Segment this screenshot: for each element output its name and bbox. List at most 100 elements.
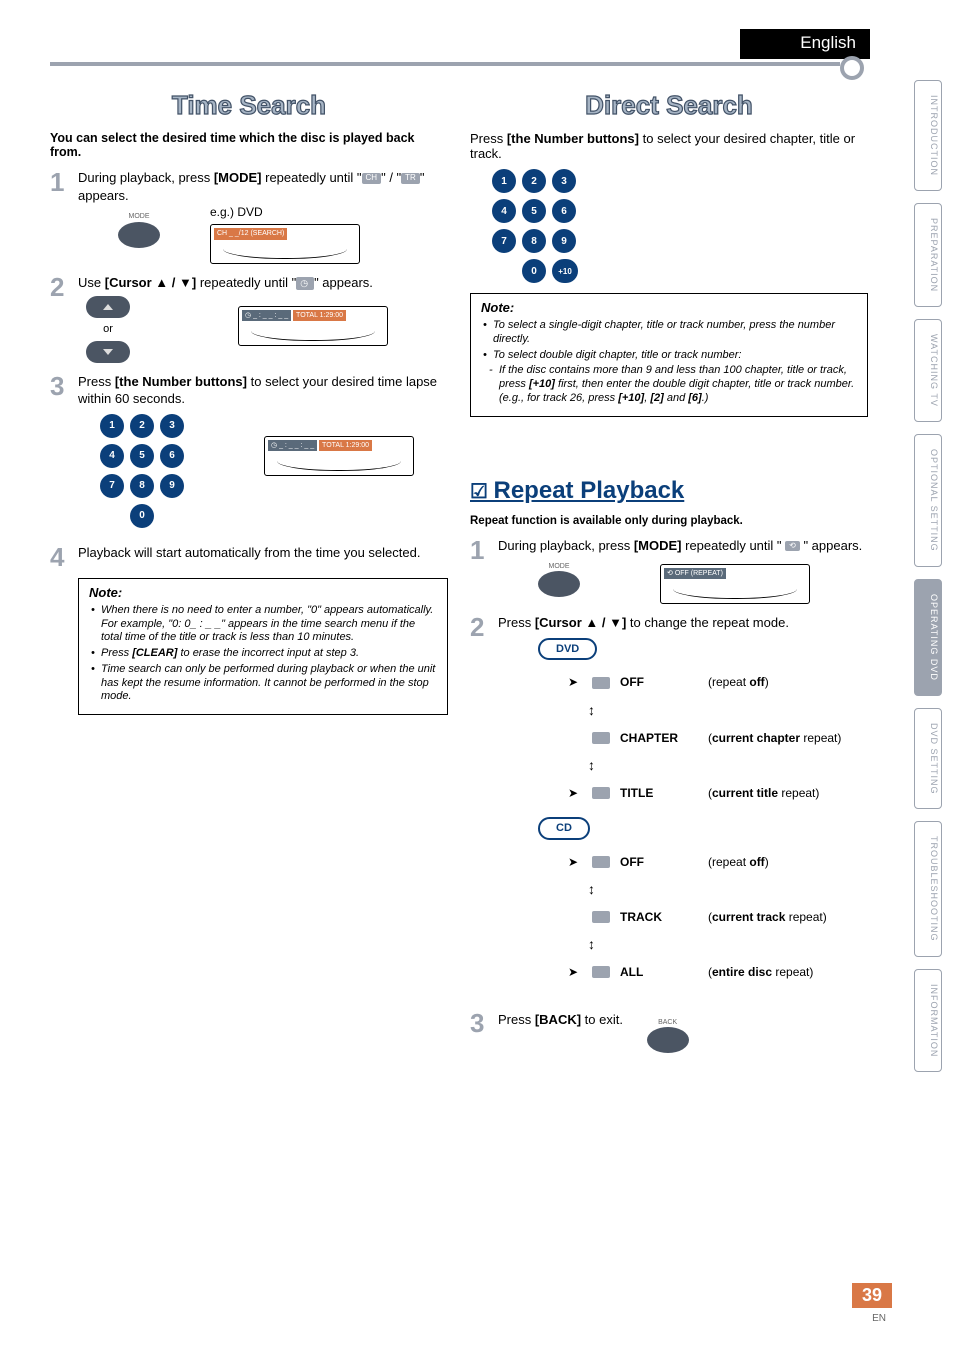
cursor-down-icon (86, 341, 130, 363)
step-text: During playback, press [MODE] repeatedly… (78, 170, 424, 203)
key-3: 3 (552, 169, 576, 193)
dvd-repeat-modes: ➤ OFF (repeat off) ↕ CHAPTER (current ch… (568, 674, 868, 800)
back-button-illustration: BACK (647, 1018, 689, 1053)
key-2: 2 (522, 169, 546, 193)
repeat-mode: OFF (620, 674, 698, 690)
repeat-icon (592, 677, 610, 689)
step-number: 3 (50, 373, 70, 538)
note-example: (e.g., for track 26, press [+10], [2] an… (499, 392, 708, 404)
osd-display-1: CH _ _/12 (SEARCH) (210, 224, 360, 264)
tab-troubleshooting[interactable]: TROUBLESHOOTING (914, 821, 942, 957)
step-text: Press [the Number buttons] to select you… (78, 374, 437, 407)
key-5: 5 (130, 444, 154, 468)
repeat-desc: (current track repeat) (708, 909, 827, 925)
direct-search-title: Direct Search (470, 90, 868, 121)
repeat-row: ➤ OFF (repeat off) (568, 674, 868, 690)
step-text: Press [BACK] to exit. (498, 1012, 623, 1027)
number-keypad: 1 2 3 4 5 6 7 8 9 0 +10 (492, 169, 868, 283)
note-item: Time search can only be performed during… (89, 663, 437, 704)
repeat-step-1: 1 During playback, press [MODE] repeated… (470, 537, 868, 609)
osd-total: TOTAL 1:29:00 (319, 440, 372, 451)
repeat-step-3: 3 Press [BACK] to exit. BACK (470, 1010, 868, 1061)
tab-information[interactable]: INFORMATION (914, 969, 942, 1072)
note-item: Press [CLEAR] to erase the incorrect inp… (89, 647, 437, 661)
repeat-row: ➤ OFF (repeat off) (568, 854, 868, 870)
key-4: 4 (100, 444, 124, 468)
back-label: BACK (647, 1018, 689, 1027)
repeat-desc: (current title repeat) (708, 785, 819, 801)
side-tabs: INTRODUCTION PREPARATION WATCHING TV OPT… (914, 80, 942, 1072)
key-7: 7 (100, 474, 124, 498)
key-9: 9 (160, 474, 184, 498)
osd-repeat: ⟲ OFF (REPEAT) (660, 564, 810, 604)
tab-introduction[interactable]: INTRODUCTION (914, 80, 942, 191)
note-title: Note: (89, 585, 437, 600)
time-search-intro: You can select the desired time which th… (50, 131, 448, 159)
repeat-icon (592, 787, 610, 799)
step-2: 2 Use [Cursor ▲ / ▼] repeatedly until ""… (50, 274, 448, 366)
key-3: 3 (160, 414, 184, 438)
step-number: 1 (470, 537, 490, 609)
note-item: When there is no need to enter a number,… (89, 604, 437, 645)
repeat-row: TRACK (current track repeat) (568, 909, 868, 925)
time-search-note: Note: When there is no need to enter a n… (78, 578, 448, 715)
tab-optional-setting[interactable]: OPTIONAL SETTING (914, 434, 942, 567)
header: English (0, 20, 870, 68)
step-text: Playback will start automatically from t… (78, 544, 448, 570)
time-search-section: Time Search You can select the desired t… (50, 90, 448, 715)
repeat-desc: (current chapter repeat) (708, 730, 841, 746)
note-item: To select double digit chapter, title or… (481, 349, 857, 363)
tab-operating-dvd[interactable]: OPERATING DVD (914, 579, 942, 696)
repeat-mode: TITLE (620, 785, 698, 801)
key-6: 6 (160, 444, 184, 468)
note-item: To select a single-digit chapter, title … (481, 319, 857, 347)
repeat-desc: (repeat off) (708, 854, 769, 870)
repeat-mode: OFF (620, 854, 698, 870)
repeat-row: ➤ ALL (entire disc repeat) (568, 964, 868, 980)
tab-watching-tv[interactable]: WATCHING TV (914, 319, 942, 422)
page-lang: EN (872, 1313, 886, 1324)
cd-pill: CD (538, 817, 590, 840)
repeat-step-2: 2 Press [Cursor ▲ / ▼] to change the rep… (470, 614, 868, 990)
language-label: English (740, 29, 870, 59)
key-2: 2 (130, 414, 154, 438)
note-sub: If the disc contains more than 9 and les… (487, 364, 857, 405)
key-1: 1 (100, 414, 124, 438)
osd-text: ◷ _ : _ _ : _ _ (242, 310, 291, 321)
step-text: During playback, press [MODE] repeatedly… (498, 538, 862, 553)
step-number: 2 (50, 274, 70, 366)
key-7: 7 (492, 229, 516, 253)
repeat-desc: (repeat off) (708, 674, 769, 690)
step-text: Use [Cursor ▲ / ▼] repeatedly until "" a… (78, 275, 373, 290)
step-3: 3 Press [the Number buttons] to select y… (50, 373, 448, 538)
repeat-mode: TRACK (620, 909, 698, 925)
step-number: 4 (50, 544, 70, 570)
repeat-icon (592, 732, 610, 744)
key-0: 0 (522, 259, 546, 283)
step-1: 1 During playback, press [MODE] repeated… (50, 169, 448, 268)
tab-dvd-setting[interactable]: DVD SETTING (914, 708, 942, 810)
osd-text: ⟲ OFF (REPEAT) (664, 568, 726, 579)
step-number: 2 (470, 614, 490, 990)
repeat-icon (592, 966, 610, 978)
repeat-icon (592, 911, 610, 923)
mode-label: MODE (538, 562, 580, 571)
repeat-row: CHAPTER (current chapter repeat) (568, 730, 868, 746)
step-number: 1 (50, 169, 70, 268)
osd-total: TOTAL 1:29:00 (293, 310, 346, 321)
key-4: 4 (492, 199, 516, 223)
cursor-buttons: or (78, 292, 138, 367)
or-label: or (78, 322, 138, 337)
osd-display-3: ◷ _ : _ _ : _ _ TOTAL 1:29:00 (264, 436, 414, 476)
number-keypad: 1 2 3 4 5 6 7 8 9 0 (100, 414, 184, 528)
direct-search-note: Note: To select a single-digit chapter, … (470, 293, 868, 417)
page-number: 39 (852, 1283, 892, 1308)
key-plus10: +10 (552, 259, 578, 283)
time-search-title: Time Search (50, 90, 448, 121)
osd-text: ◷ _ : _ _ : _ _ (268, 440, 317, 451)
dvd-pill: DVD (538, 638, 597, 661)
key-9: 9 (552, 229, 576, 253)
osd-display-2: ◷ _ : _ _ : _ _ TOTAL 1:29:00 (238, 306, 388, 346)
step-number: 3 (470, 1010, 490, 1061)
tab-preparation[interactable]: PREPARATION (914, 203, 942, 307)
